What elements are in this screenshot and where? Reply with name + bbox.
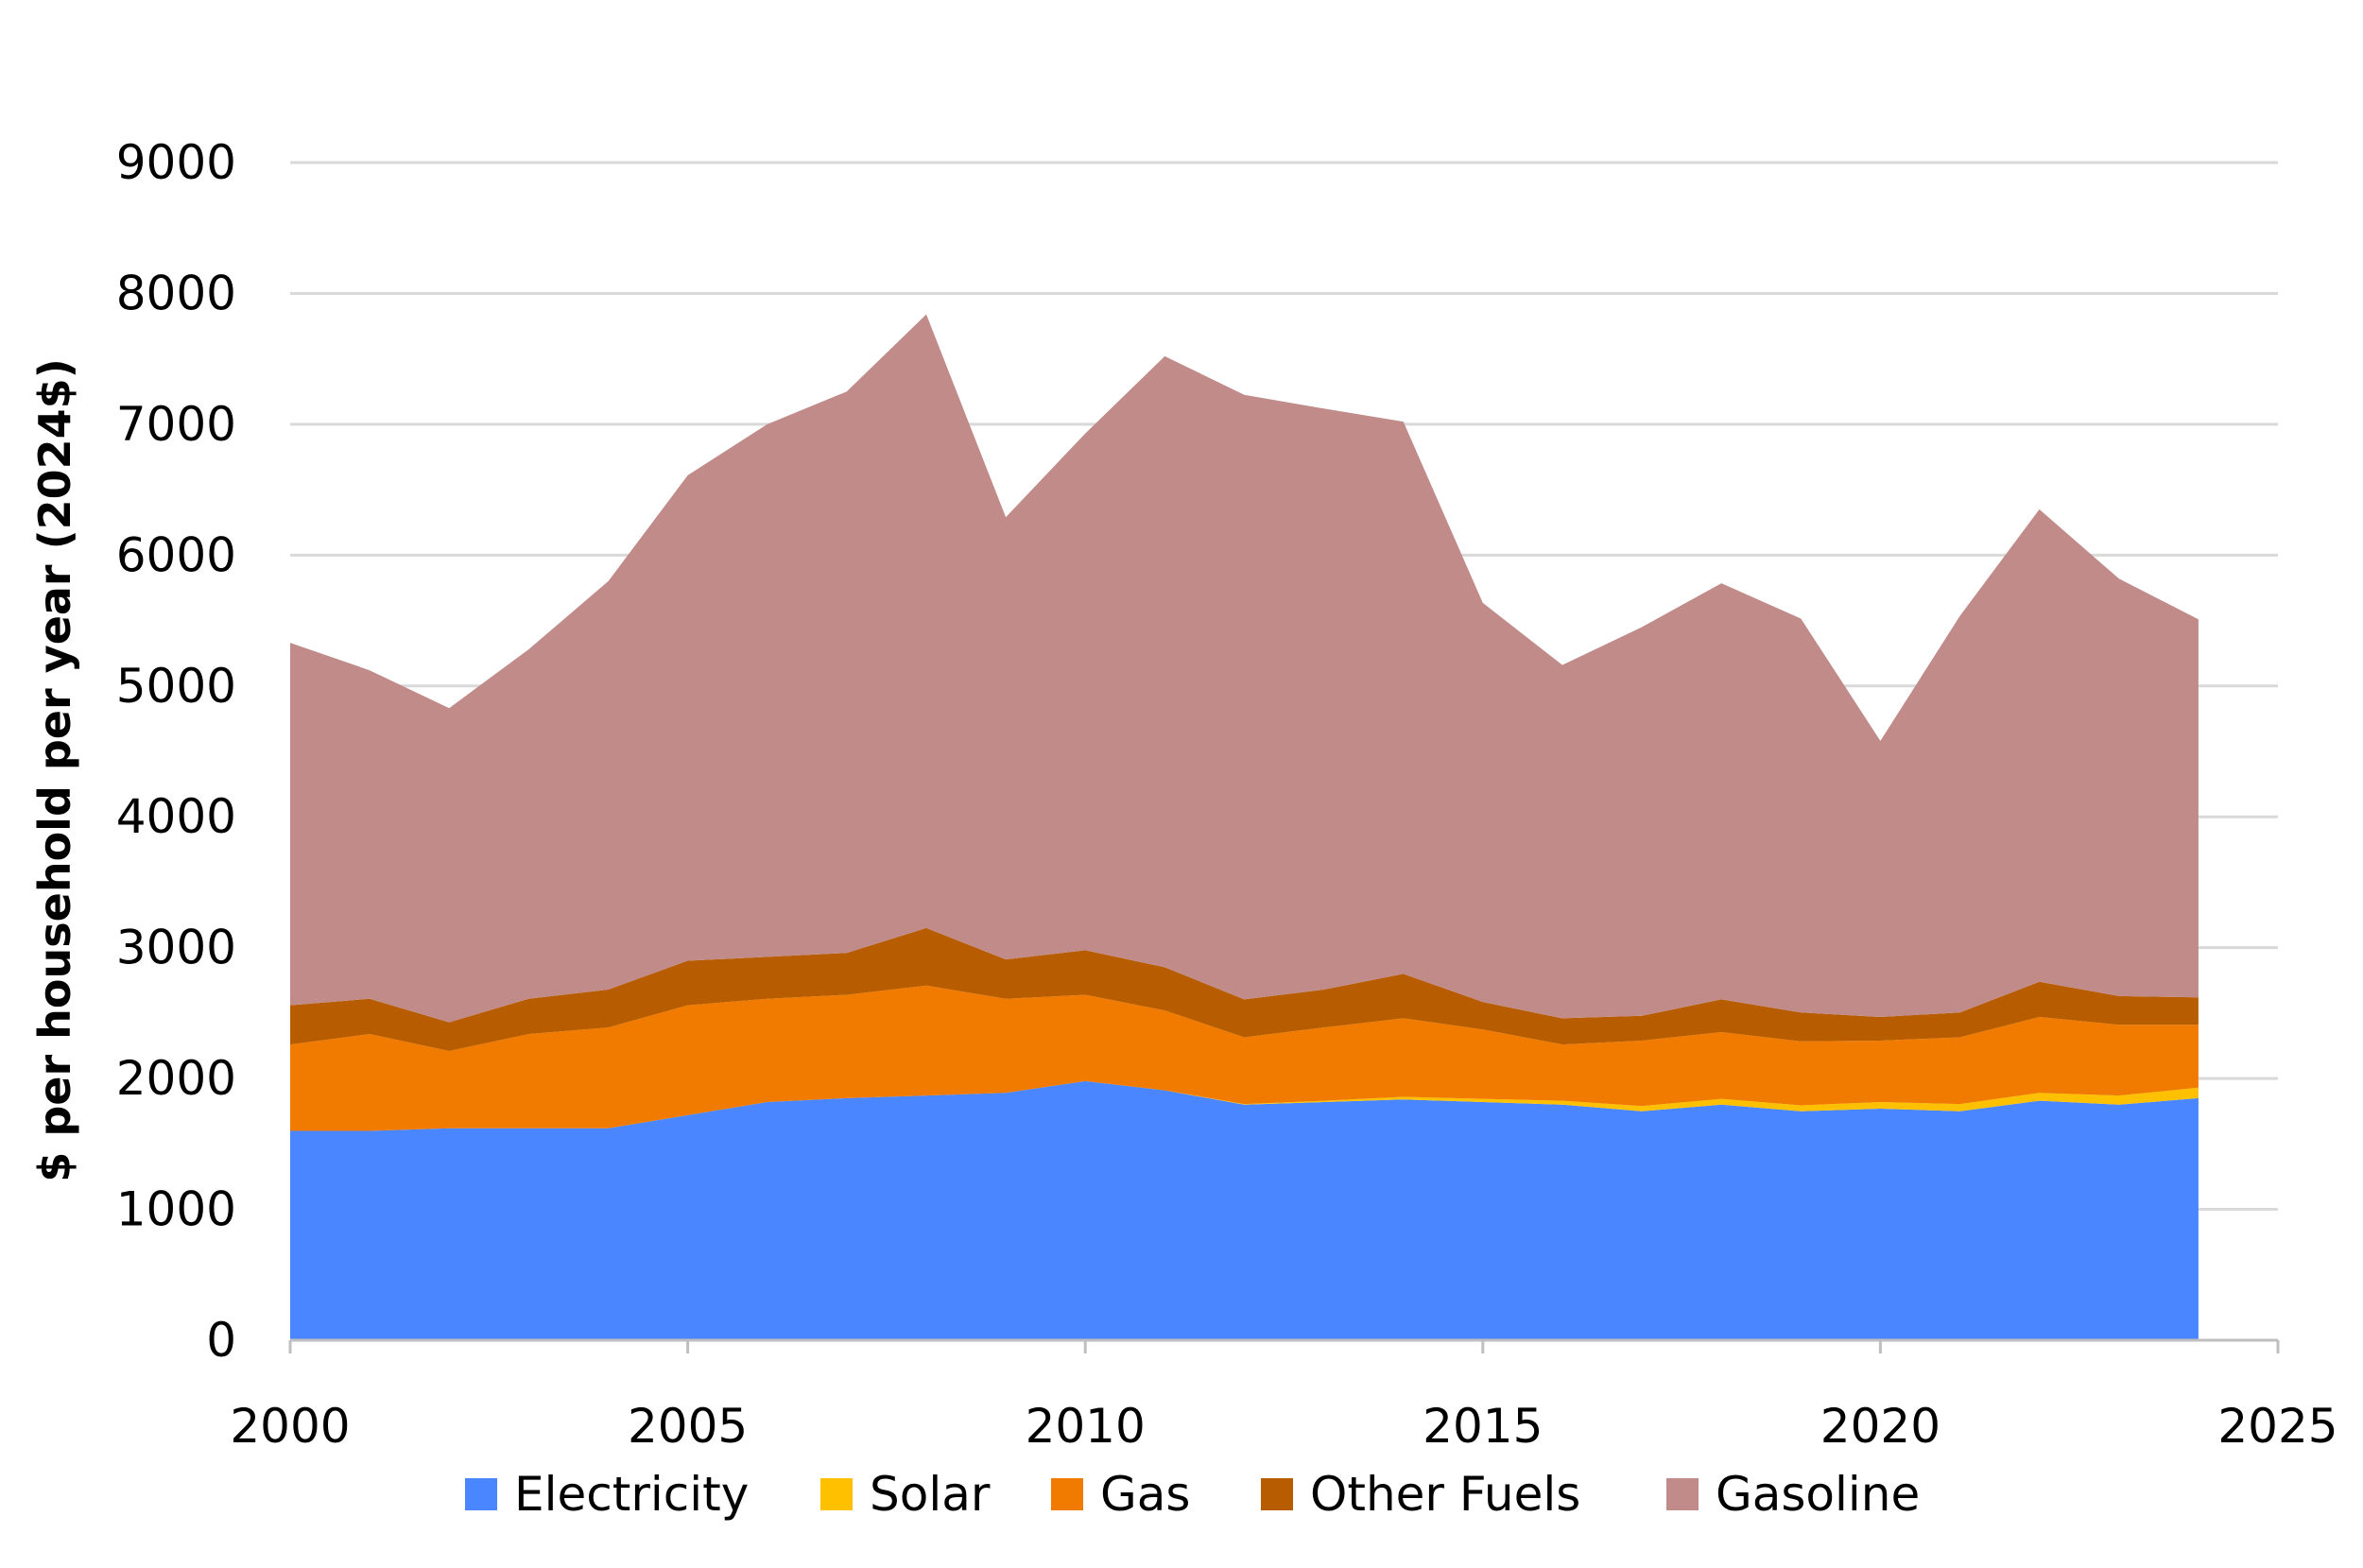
y-tick-label: 3000 xyxy=(116,921,236,975)
area-series-other-fuels xyxy=(290,927,2199,1051)
legend-label: Other Fuels xyxy=(1310,1467,1580,1522)
legend-item-other-fuels: Other Fuels xyxy=(1261,1467,1580,1522)
area-series-gasoline xyxy=(290,314,2199,1023)
x-tick-label: 2010 xyxy=(1026,1399,1146,1454)
legend-label: Electricity xyxy=(514,1467,749,1522)
y-tick-label: 4000 xyxy=(116,789,236,844)
area-series-group xyxy=(290,314,2199,1340)
y-tick-labels: 0 1000 2000 3000 4000 5000 6000 7000 8000 9000 xyxy=(116,135,236,1368)
y-tick-label: 7000 xyxy=(116,397,236,452)
x-tick-label: 2020 xyxy=(1820,1399,1940,1454)
legend-label: Gasoline xyxy=(1716,1467,1920,1522)
y-axis-label: $ per household per year (2024$) xyxy=(29,358,80,1181)
axes xyxy=(288,1338,2280,1353)
legend: Electricity Solar Gas Other Fuels Gasoline xyxy=(465,1467,1920,1522)
y-tick-label: 1000 xyxy=(116,1182,236,1237)
legend-swatch xyxy=(1666,1478,1699,1510)
x-tick-label: 2015 xyxy=(1423,1399,1543,1454)
legend-swatch xyxy=(1051,1478,1083,1510)
x-tick-label: 2000 xyxy=(230,1399,350,1454)
y-tick-label: 0 xyxy=(206,1313,236,1368)
y-tick-label: 5000 xyxy=(116,659,236,714)
legend-label: Solar xyxy=(870,1467,991,1522)
x-tick-label: 2025 xyxy=(2217,1399,2337,1454)
area-series-electricity xyxy=(290,1080,2199,1340)
legend-swatch xyxy=(465,1478,497,1510)
legend-item-solar: Solar xyxy=(820,1467,991,1522)
legend-label: Gas xyxy=(1100,1467,1190,1522)
legend-item-gasoline: Gasoline xyxy=(1666,1467,1920,1522)
area-series-solar xyxy=(290,1080,2199,1131)
y-tick-label: 2000 xyxy=(116,1051,236,1106)
y-tick-label: 8000 xyxy=(116,266,236,320)
legend-item-electricity: Electricity xyxy=(465,1467,749,1522)
y-tick-label: 9000 xyxy=(116,135,236,190)
x-tick-label: 2005 xyxy=(628,1399,748,1454)
legend-swatch xyxy=(820,1478,853,1510)
y-tick-label: 6000 xyxy=(116,527,236,582)
legend-swatch xyxy=(1261,1478,1293,1510)
area-series-gas xyxy=(290,985,2199,1131)
legend-item-gas: Gas xyxy=(1051,1467,1190,1522)
x-tick-labels: 2000 2005 2010 2015 2020 2025 xyxy=(230,1399,2337,1454)
